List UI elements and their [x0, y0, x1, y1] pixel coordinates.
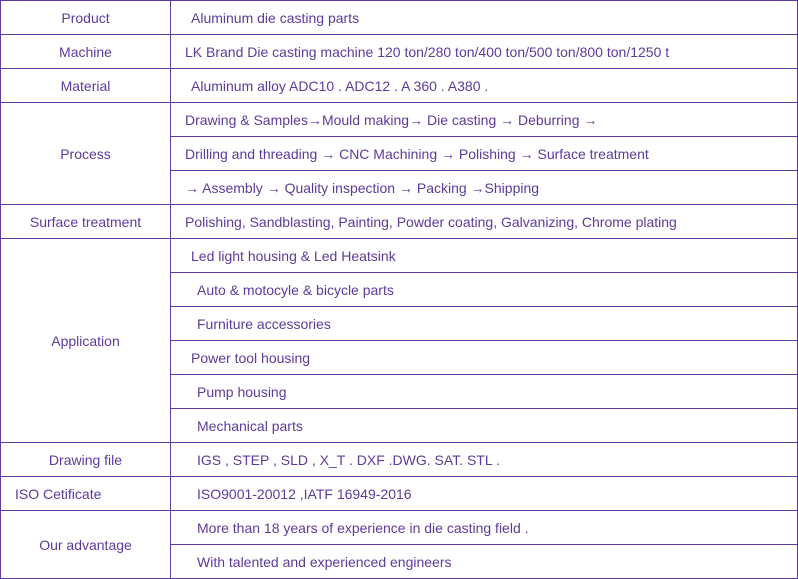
row-value: LK Brand Die casting machine 120 ton/280… — [171, 35, 798, 69]
row-label: Machine — [1, 35, 171, 69]
row-label: Surface treatment — [1, 205, 171, 239]
table-row: Material Aluminum alloy ADC10 . ADC12 . … — [1, 69, 798, 103]
row-label: Drawing file — [1, 443, 171, 477]
row-value: Power tool housing — [171, 341, 798, 375]
table-row: Product Aluminum die casting parts — [1, 1, 798, 35]
row-value: Led light housing & Led Heatsink — [171, 239, 798, 273]
row-value: Polishing, Sandblasting, Painting, Powde… — [171, 205, 798, 239]
spec-table: Product Aluminum die casting parts Machi… — [0, 0, 798, 579]
row-value: Auto & motocyle & bicycle parts — [171, 273, 798, 307]
table-row: Drawing file IGS , STEP , SLD , X_T . DX… — [1, 443, 798, 477]
row-value: ISO9001-20012 ,IATF 16949-2016 — [171, 477, 798, 511]
row-value: Furniture accessories — [171, 307, 798, 341]
table-row: Our advantage More than 18 years of expe… — [1, 511, 798, 545]
row-value: Mechanical parts — [171, 409, 798, 443]
row-label: Process — [1, 103, 171, 205]
table-row: Process Drawing & Samples→Mould making→ … — [1, 103, 798, 137]
row-value: Aluminum die casting parts — [171, 1, 798, 35]
row-value: IGS , STEP , SLD , X_T . DXF .DWG. SAT. … — [171, 443, 798, 477]
table-row: ISO Cetificate ISO9001-20012 ,IATF 16949… — [1, 477, 798, 511]
table-row: Surface treatment Polishing, Sandblastin… — [1, 205, 798, 239]
row-label: Application — [1, 239, 171, 443]
row-value: More than 18 years of experience in die … — [171, 511, 798, 545]
row-value: Drilling and threading → CNC Machining →… — [171, 137, 798, 171]
row-value: → Assembly → Quality inspection → Packin… — [171, 171, 798, 205]
row-value: Pump housing — [171, 375, 798, 409]
row-label: ISO Cetificate — [1, 477, 171, 511]
row-value: With talented and experienced engineers — [171, 545, 798, 579]
table-row: Application Led light housing & Led Heat… — [1, 239, 798, 273]
row-label: Material — [1, 69, 171, 103]
row-value: Aluminum alloy ADC10 . ADC12 . A 360 . A… — [171, 69, 798, 103]
row-value: Drawing & Samples→Mould making→ Die cast… — [171, 103, 798, 137]
table-row: Machine LK Brand Die casting machine 120… — [1, 35, 798, 69]
row-label: Our advantage — [1, 511, 171, 579]
row-label: Product — [1, 1, 171, 35]
